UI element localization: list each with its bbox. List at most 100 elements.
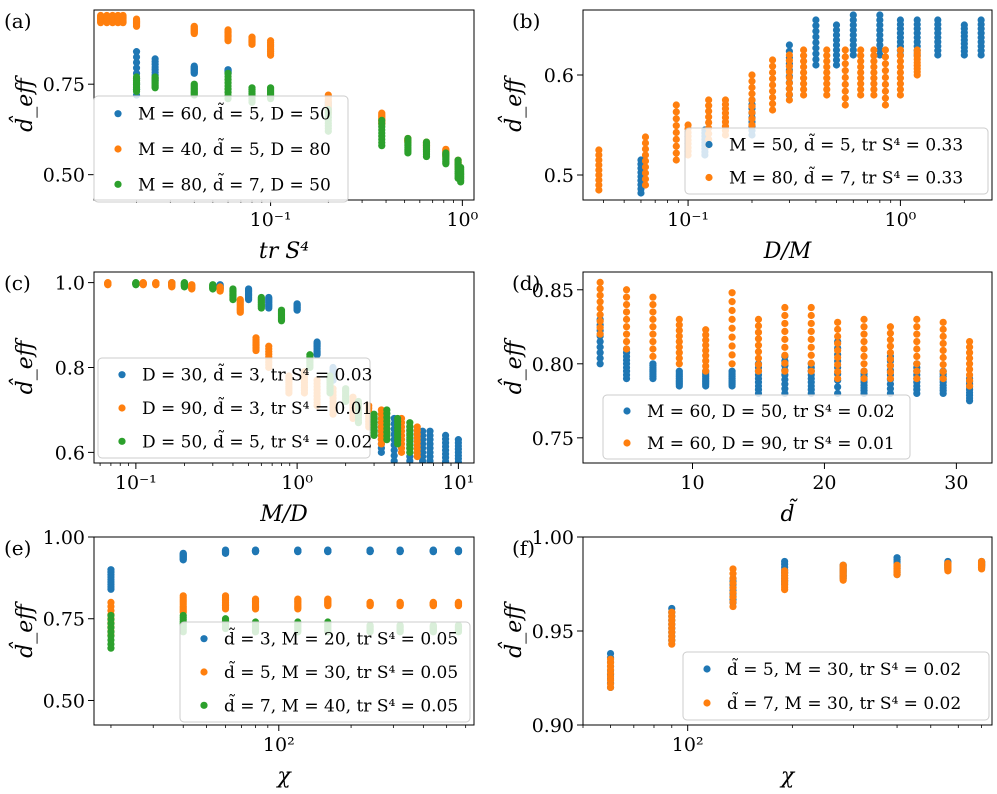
point-d-s1-1-5 — [622, 308, 631, 316]
panel-label: (b) — [512, 9, 540, 33]
point-b-s0-5-8 — [832, 21, 841, 29]
legend-marker-2 — [114, 180, 122, 188]
point-b-s1-13-1 — [870, 85, 878, 93]
point-d-s1-7-7 — [781, 311, 789, 320]
y-tick-label-0: 0.5 — [544, 165, 574, 187]
legend: D = 30, d̃ = 3, tr S⁴ = 0.03 D = 90, d̃ =… — [97, 357, 372, 459]
point-f-s1-6-8 — [944, 559, 952, 567]
axes-frame — [582, 271, 993, 464]
point-d-s1-14-7 — [965, 343, 974, 351]
point-b-s1-12-5 — [857, 63, 865, 71]
point-d-s1-11-5 — [886, 342, 895, 350]
point-d-s1-8-0 — [807, 367, 815, 375]
legend-box — [682, 651, 990, 721]
point-b-s0-5-3 — [832, 46, 841, 54]
point-d-s1-12-4 — [913, 345, 921, 353]
point-c-s2-13-8 — [406, 419, 414, 427]
point-b-s0-5-2 — [832, 51, 841, 59]
point-d-s1-5-6 — [728, 306, 736, 315]
point-e-s0-5-8 — [324, 546, 332, 554]
point-c-s0-4-8 — [293, 300, 301, 308]
point-b-s1-7-5 — [768, 75, 777, 83]
point-b-s1-9-6 — [800, 57, 808, 65]
legend-marker-2 — [118, 437, 126, 445]
point-b-s0-3-8 — [785, 41, 793, 49]
legend-label-1: M = 40, d̃ = 5, D = 80 — [138, 138, 331, 160]
point-b-s0-6-4 — [849, 31, 857, 39]
y-tick-label-2: 0.85 — [532, 280, 574, 302]
point-d-s1-1-8 — [622, 286, 631, 294]
legend-marker-0 — [705, 140, 713, 149]
point-d-s1-11-3 — [886, 355, 895, 363]
y-axis-label: d̂_eff — [498, 337, 527, 394]
point-e-s1-4-8 — [294, 595, 302, 603]
point-d-s1-9-1 — [834, 367, 842, 376]
point-d-s1-2-7 — [649, 300, 657, 309]
point-d-s1-7-4 — [781, 335, 789, 343]
point-b-s0-6-6 — [849, 21, 857, 29]
x-tick-label-2: 10¹ — [442, 472, 474, 494]
point-d-s1-13-3 — [939, 353, 947, 362]
panel-e: 10² 0.50 0.75 1.00 χ d̂_eff (e) d̃ = 3, M = 20,… — [4, 527, 475, 789]
point-c-s1-5-8 — [216, 283, 224, 291]
point-d-s1-11-7 — [886, 329, 895, 337]
y-axis-label: d̂_eff — [498, 75, 527, 132]
point-d-s1-11-2 — [886, 362, 895, 370]
x-axis-label: M/D — [259, 502, 308, 527]
point-d-s1-0-1 — [596, 324, 604, 332]
point-b-s1-5-8 — [721, 96, 730, 104]
point-d-s1-2-1 — [649, 345, 657, 353]
point-d-s1-7-2 — [781, 351, 789, 359]
point-a-s2-4-8 — [248, 84, 256, 92]
point-e-s0-4-8 — [294, 546, 302, 554]
point-b-s1-15-3 — [896, 74, 905, 82]
point-b-s0-8-8 — [896, 16, 905, 24]
point-b-s1-11-6 — [841, 60, 849, 68]
y-tick-label-0: 0.50 — [43, 165, 85, 187]
point-b-s0-7-8 — [876, 11, 884, 19]
point-d-s1-9-3 — [834, 353, 842, 362]
legend-marker-1 — [705, 173, 713, 182]
point-d-s1-11-1 — [886, 368, 895, 376]
point-b-s0-6-5 — [849, 26, 857, 34]
point-d-s1-12-0 — [913, 375, 921, 383]
point-a-s2-7-8 — [378, 116, 386, 124]
point-b-s1-2-3 — [672, 135, 680, 143]
y-tick-label-0: 0.75 — [532, 428, 574, 450]
point-a-s1-8-8 — [248, 33, 256, 41]
point-e-s1-6-8 — [366, 598, 374, 606]
y-axis-label: d̂_eff — [9, 601, 38, 658]
legend-label-1: M = 80, d̃ = 7, tr S⁴ = 0.33 — [729, 167, 963, 189]
legend-label-0: M = 60, D = 50, tr S⁴ = 0.02 — [647, 402, 895, 422]
point-b-s1-2-0 — [672, 156, 680, 164]
point-d-s1-3-5 — [675, 332, 683, 340]
panel-c: 10⁻¹ 10⁰ 10¹ 0.6 0.8 1.0 M/D d̂_eff (c) D = 30, d… — [4, 271, 475, 527]
point-d-s1-6-7 — [754, 322, 763, 330]
point-c-s0-8-2 — [390, 446, 398, 454]
point-b-s1-15-8 — [896, 46, 905, 54]
legend-label-2: d̃ = 7, M = 40, tr S⁴ = 0.05 — [224, 695, 458, 717]
point-f-s1-1-8 — [668, 608, 676, 616]
point-b-s0-4-0 — [812, 61, 820, 69]
point-d-s1-12-2 — [913, 360, 921, 368]
point-d-s1-5-7 — [728, 298, 736, 306]
point-b-s0-6-3 — [849, 36, 857, 44]
point-b-s1-2-5 — [672, 122, 680, 130]
point-c-s0-12-8 — [441, 431, 450, 440]
point-b-s1-13-0 — [870, 91, 878, 99]
point-b-s1-10-1 — [823, 85, 831, 93]
point-b-s1-11-0 — [841, 101, 849, 109]
y-tick-label-2: 1.00 — [43, 527, 85, 549]
point-b-s1-8-1 — [785, 90, 793, 98]
point-a-s1-0-8 — [97, 11, 105, 20]
point-d-s1-0-3 — [596, 311, 604, 319]
point-e-s1-2-8 — [221, 592, 230, 600]
point-d-s1-2-8 — [649, 293, 657, 301]
point-d-s1-4-0 — [702, 367, 710, 375]
point-d-s1-0-2 — [596, 317, 604, 325]
panel-b: 10⁻¹ 10⁰ 0.5 0.6 D/M d̂_eff (b) M = 50, d̃ = 5,… — [498, 9, 993, 264]
legend: M = 60, D = 50, tr S⁴ = 0.02 M = 60, D = … — [602, 394, 911, 460]
point-b-s1-14-2 — [881, 87, 890, 95]
point-b-s1-14-0 — [881, 101, 890, 109]
point-b-s0-7-6 — [876, 21, 884, 29]
